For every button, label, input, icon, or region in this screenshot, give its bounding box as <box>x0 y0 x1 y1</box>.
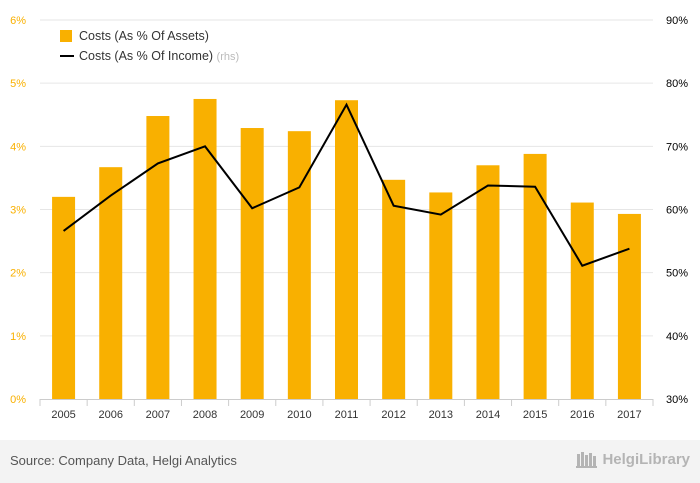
x-axis-tick-label: 2009 <box>240 409 264 421</box>
x-axis-tick-label: 2014 <box>476 409 500 421</box>
left-axis-tick-label: 3% <box>10 205 26 217</box>
legend-swatch-bar <box>60 30 72 42</box>
bar <box>382 179 406 399</box>
right-axis-tick-label: 70% <box>666 141 688 153</box>
bar <box>570 202 594 399</box>
right-axis-tick-label: 80% <box>666 78 688 90</box>
x-axis-tick-label: 2008 <box>193 409 217 421</box>
bar <box>335 100 358 399</box>
right-axis-tick-label: 90% <box>666 15 688 27</box>
x-axis-tick-label: 2007 <box>146 409 170 421</box>
bar <box>146 116 170 399</box>
left-axis-tick-label: 2% <box>10 268 26 280</box>
x-axis-tick-label: 2015 <box>523 409 547 421</box>
right-axis-tick-label: 50% <box>666 268 688 280</box>
x-axis-tick-label: 2016 <box>570 409 594 421</box>
x-axis-tick-label: 2010 <box>287 409 311 421</box>
source-text: Source: Company Data, Helgi Analytics <box>10 453 237 468</box>
bar <box>287 131 311 399</box>
legend-label-assets: Costs (As % Of Assets) <box>79 29 209 43</box>
bar <box>523 153 547 399</box>
library-icon <box>576 452 598 468</box>
logo-text: HelgiLibrary <box>602 450 690 468</box>
x-axis-tick-label: 2011 <box>335 409 359 421</box>
bar <box>429 192 453 399</box>
x-axis-tick-label: 2012 <box>381 409 405 421</box>
x-axis-tick-label: 2005 <box>51 409 75 421</box>
x-axis-tick-label: 2017 <box>617 409 641 421</box>
bar <box>52 196 76 399</box>
bar <box>240 128 264 399</box>
legend-label-income: Costs (As % Of Income) (rhs) <box>79 49 239 63</box>
left-axis-tick-label: 4% <box>10 141 26 153</box>
helgi-library-logo[interactable]: HelgiLibrary <box>576 450 690 468</box>
bar <box>476 165 500 399</box>
left-axis-tick-label: 6% <box>10 15 26 27</box>
right-axis-tick-label: 40% <box>666 331 688 343</box>
chart: 0% 1% 2% 3% 4% 5% 6% 30% 40% 50% 60% 70% 80% 90% 2005 2… <box>10 15 688 421</box>
left-axis-tick-label: 0% <box>10 394 26 406</box>
bar <box>99 167 123 399</box>
right-axis-tick-label: 30% <box>666 394 688 406</box>
x-axis-tick-label: 2006 <box>98 409 122 421</box>
x-axis-tick-label: 2013 <box>429 409 453 421</box>
footer: Source: Company Data, Helgi Analytics He… <box>0 440 700 483</box>
bar <box>617 213 641 399</box>
right-axis-tick-label: 60% <box>666 205 688 217</box>
legend-rhs-note: (rhs) <box>217 51 240 63</box>
left-axis-tick-label: 1% <box>10 331 26 343</box>
left-axis-tick-label: 5% <box>10 78 26 90</box>
bar <box>193 98 217 399</box>
